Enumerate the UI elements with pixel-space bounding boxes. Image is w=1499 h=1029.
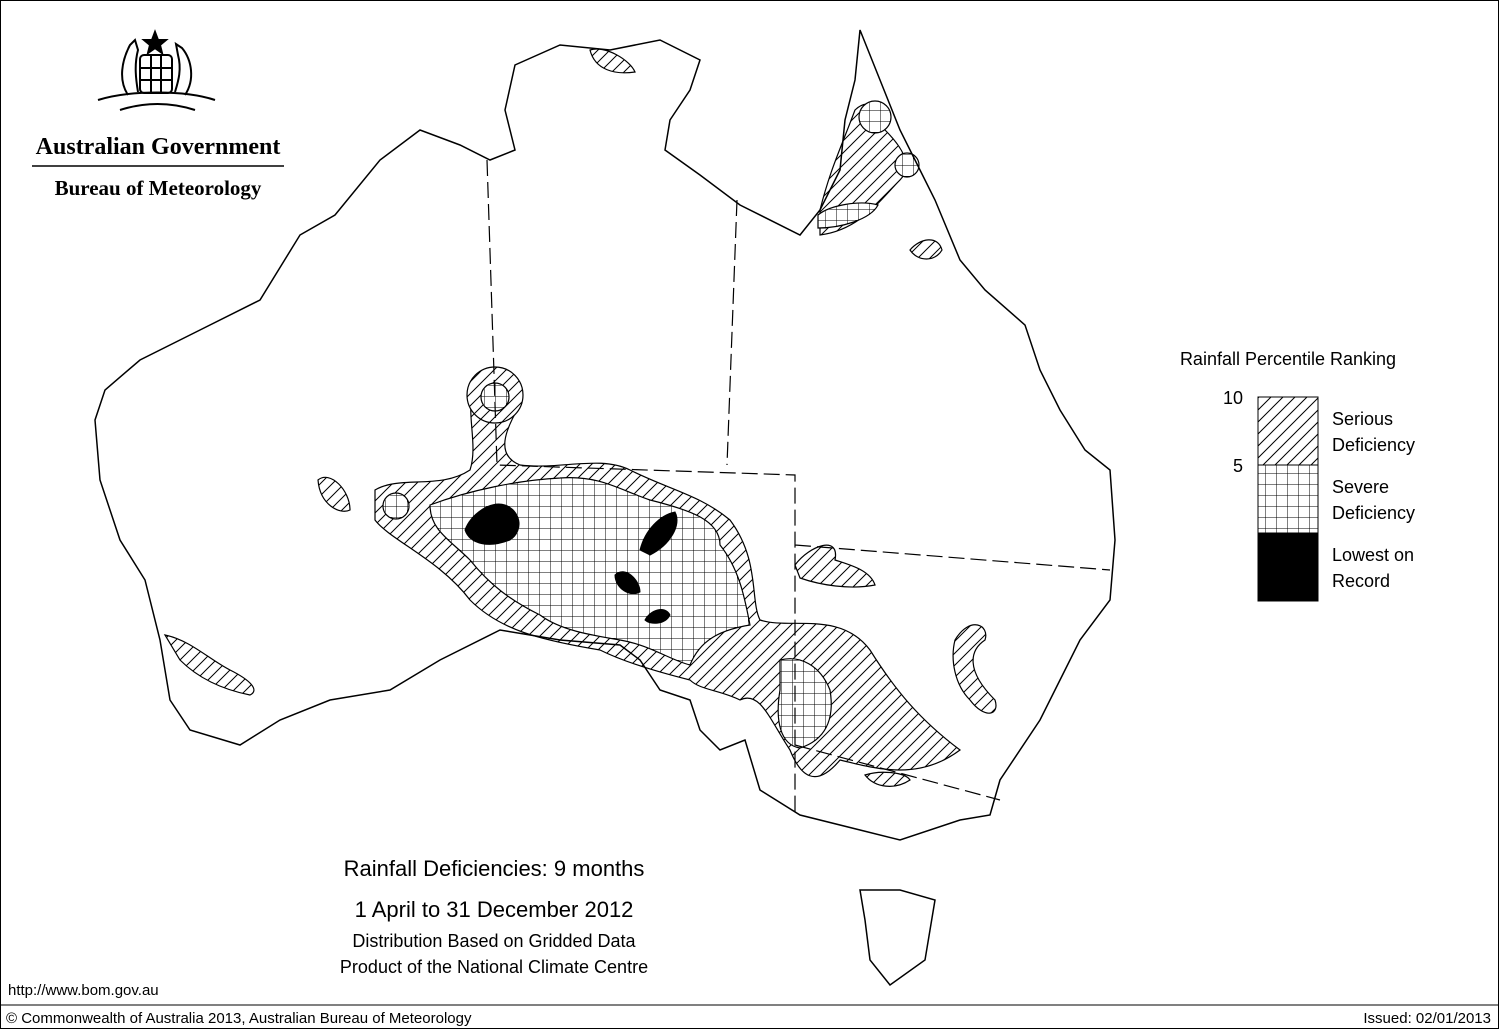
legend-swatch [1257, 532, 1319, 602]
map-period: 1 April to 31 December 2012 [355, 897, 634, 922]
logo-government: Australian Government [36, 134, 281, 160]
legend-tick: 5 [1233, 456, 1243, 476]
legend-label: Deficiency [1332, 435, 1415, 455]
legend-swatch [1257, 464, 1319, 534]
legend-tick: 10 [1223, 388, 1243, 408]
state-border [486, 159, 1111, 815]
legend-label: Serious [1332, 409, 1393, 429]
coastline [94, 29, 1116, 841]
footer-url: http://www.bom.gov.au [8, 982, 159, 999]
legend-swatch [1257, 396, 1319, 466]
legend-title: Rainfall Percentile Ranking [1180, 349, 1396, 369]
deficiency-areas [163, 48, 997, 787]
footer-issued: Issued: 02/01/2013 [1363, 1010, 1491, 1027]
map-note: Distribution Based on Gridded Data [352, 931, 636, 951]
map-note: Product of the National Climate Centre [340, 957, 648, 977]
legend: Rainfall Percentile Ranking 10 5 Serious… [1180, 349, 1415, 602]
crest [97, 29, 216, 111]
legend-label: Record [1332, 571, 1390, 591]
logo-bureau: Bureau of Meteorology [55, 176, 262, 200]
footer-copyright: © Commonwealth of Australia 2013, Austra… [6, 1010, 472, 1027]
legend-label: Deficiency [1332, 503, 1415, 523]
tasmania [859, 889, 936, 987]
legend-label: Lowest on [1332, 545, 1414, 565]
legend-label: Severe [1332, 477, 1389, 497]
map-title: Rainfall Deficiencies: 9 months [344, 856, 645, 881]
